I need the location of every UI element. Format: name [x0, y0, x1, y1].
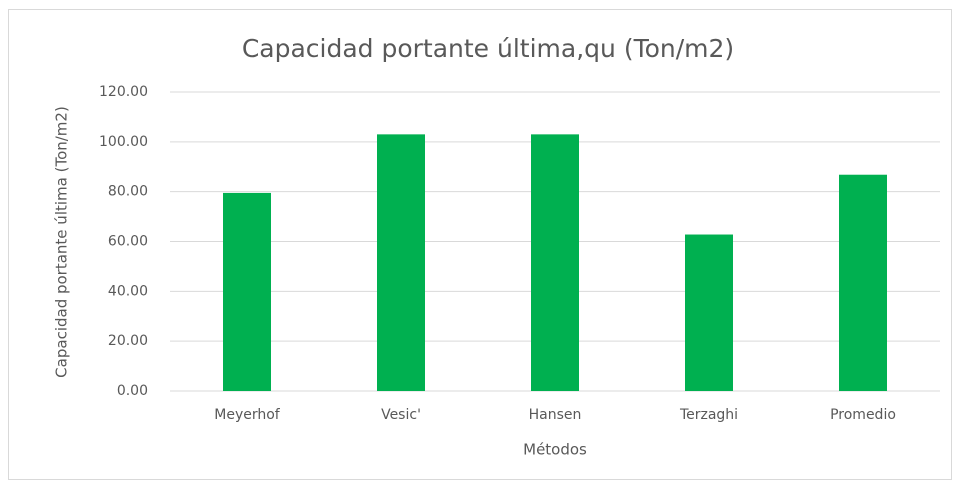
- chart-border: [8, 9, 952, 480]
- x-tick-label: Meyerhof: [214, 407, 281, 423]
- bar: [377, 134, 425, 391]
- y-tick-label: 20.00: [108, 333, 148, 349]
- bar: [531, 134, 579, 391]
- y-tick-label: 120.00: [99, 84, 148, 100]
- y-axis-title: Capacidad portante última (Ton/m2): [53, 106, 71, 378]
- bar: [839, 174, 887, 391]
- y-tick-label: 40.00: [108, 283, 148, 299]
- x-tick-label: Promedio: [830, 407, 896, 423]
- x-axis-title: Métodos: [523, 441, 587, 459]
- y-tick-label: 100.00: [99, 134, 148, 150]
- y-tick-label: 0.00: [117, 383, 148, 399]
- bar: [685, 234, 733, 391]
- x-tick-label: Hansen: [529, 407, 582, 423]
- chart-title: Capacidad portante última,qu (Ton/m2): [242, 34, 734, 63]
- x-tick-label: Terzaghi: [679, 407, 738, 423]
- x-tick-label: Vesic': [381, 407, 421, 423]
- y-tick-label: 60.00: [108, 234, 148, 250]
- y-tick-label: 80.00: [108, 184, 148, 200]
- bar: [223, 192, 271, 391]
